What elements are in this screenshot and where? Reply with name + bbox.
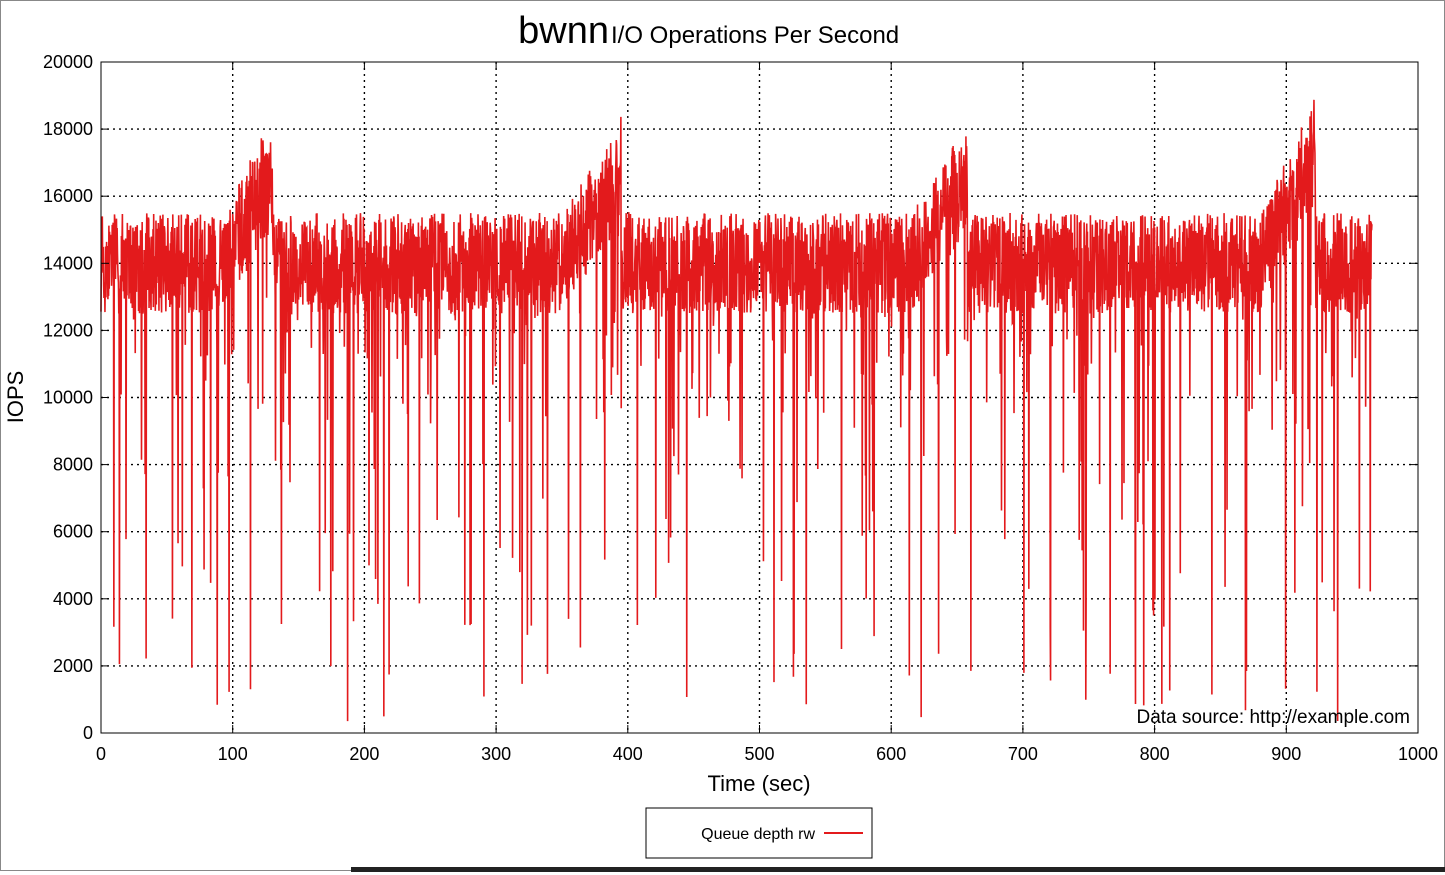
x-tick-label: 600 — [876, 744, 906, 764]
x-tick-label: 1000 — [1398, 744, 1438, 764]
x-tick-label: 200 — [349, 744, 379, 764]
grid-lines — [101, 62, 1418, 733]
axis-ticks: 0 100 200 300 400 500 600 700 800 900 100002000400… — [43, 52, 1438, 764]
x-tick-label: 300 — [481, 744, 511, 764]
y-tick-label: 14000 — [43, 253, 93, 273]
y-tick-label: 16000 — [43, 186, 93, 206]
y-tick-label: 6000 — [53, 522, 93, 542]
y-axis-label: IOPS — [3, 371, 28, 424]
chart-title-sub: I/O Operations Per Second — [611, 22, 899, 49]
x-tick-label: 100 — [218, 744, 248, 764]
x-tick-label: 0 — [96, 744, 106, 764]
x-tick-label: 500 — [744, 744, 774, 764]
y-tick-label: 18000 — [43, 119, 93, 139]
x-axis-label: Time (sec) — [707, 771, 810, 796]
series-layer — [100, 99, 1373, 722]
data-source-annotation: Data source: http://example.com — [1136, 707, 1410, 728]
y-tick-label: 4000 — [53, 589, 93, 609]
x-tick-label: 900 — [1271, 744, 1301, 764]
x-tick-label: 700 — [1008, 744, 1038, 764]
legend: Queue depth rw — [645, 807, 873, 859]
y-tick-label: 8000 — [53, 455, 93, 475]
y-tick-label: 12000 — [43, 320, 93, 340]
x-tick-label: 400 — [613, 744, 643, 764]
y-tick-label: 0 — [83, 723, 93, 743]
series-line-queue-depth-rw — [100, 99, 1373, 722]
chart-title-main: bwnn — [518, 10, 609, 52]
y-tick-label: 2000 — [53, 656, 93, 676]
y-tick-label: 10000 — [43, 388, 93, 408]
x-tick-label: 800 — [1140, 744, 1170, 764]
y-tick-label: 20000 — [43, 52, 93, 72]
legend-label: Queue depth rw — [701, 826, 815, 843]
window-bottom-edge — [351, 867, 1445, 872]
